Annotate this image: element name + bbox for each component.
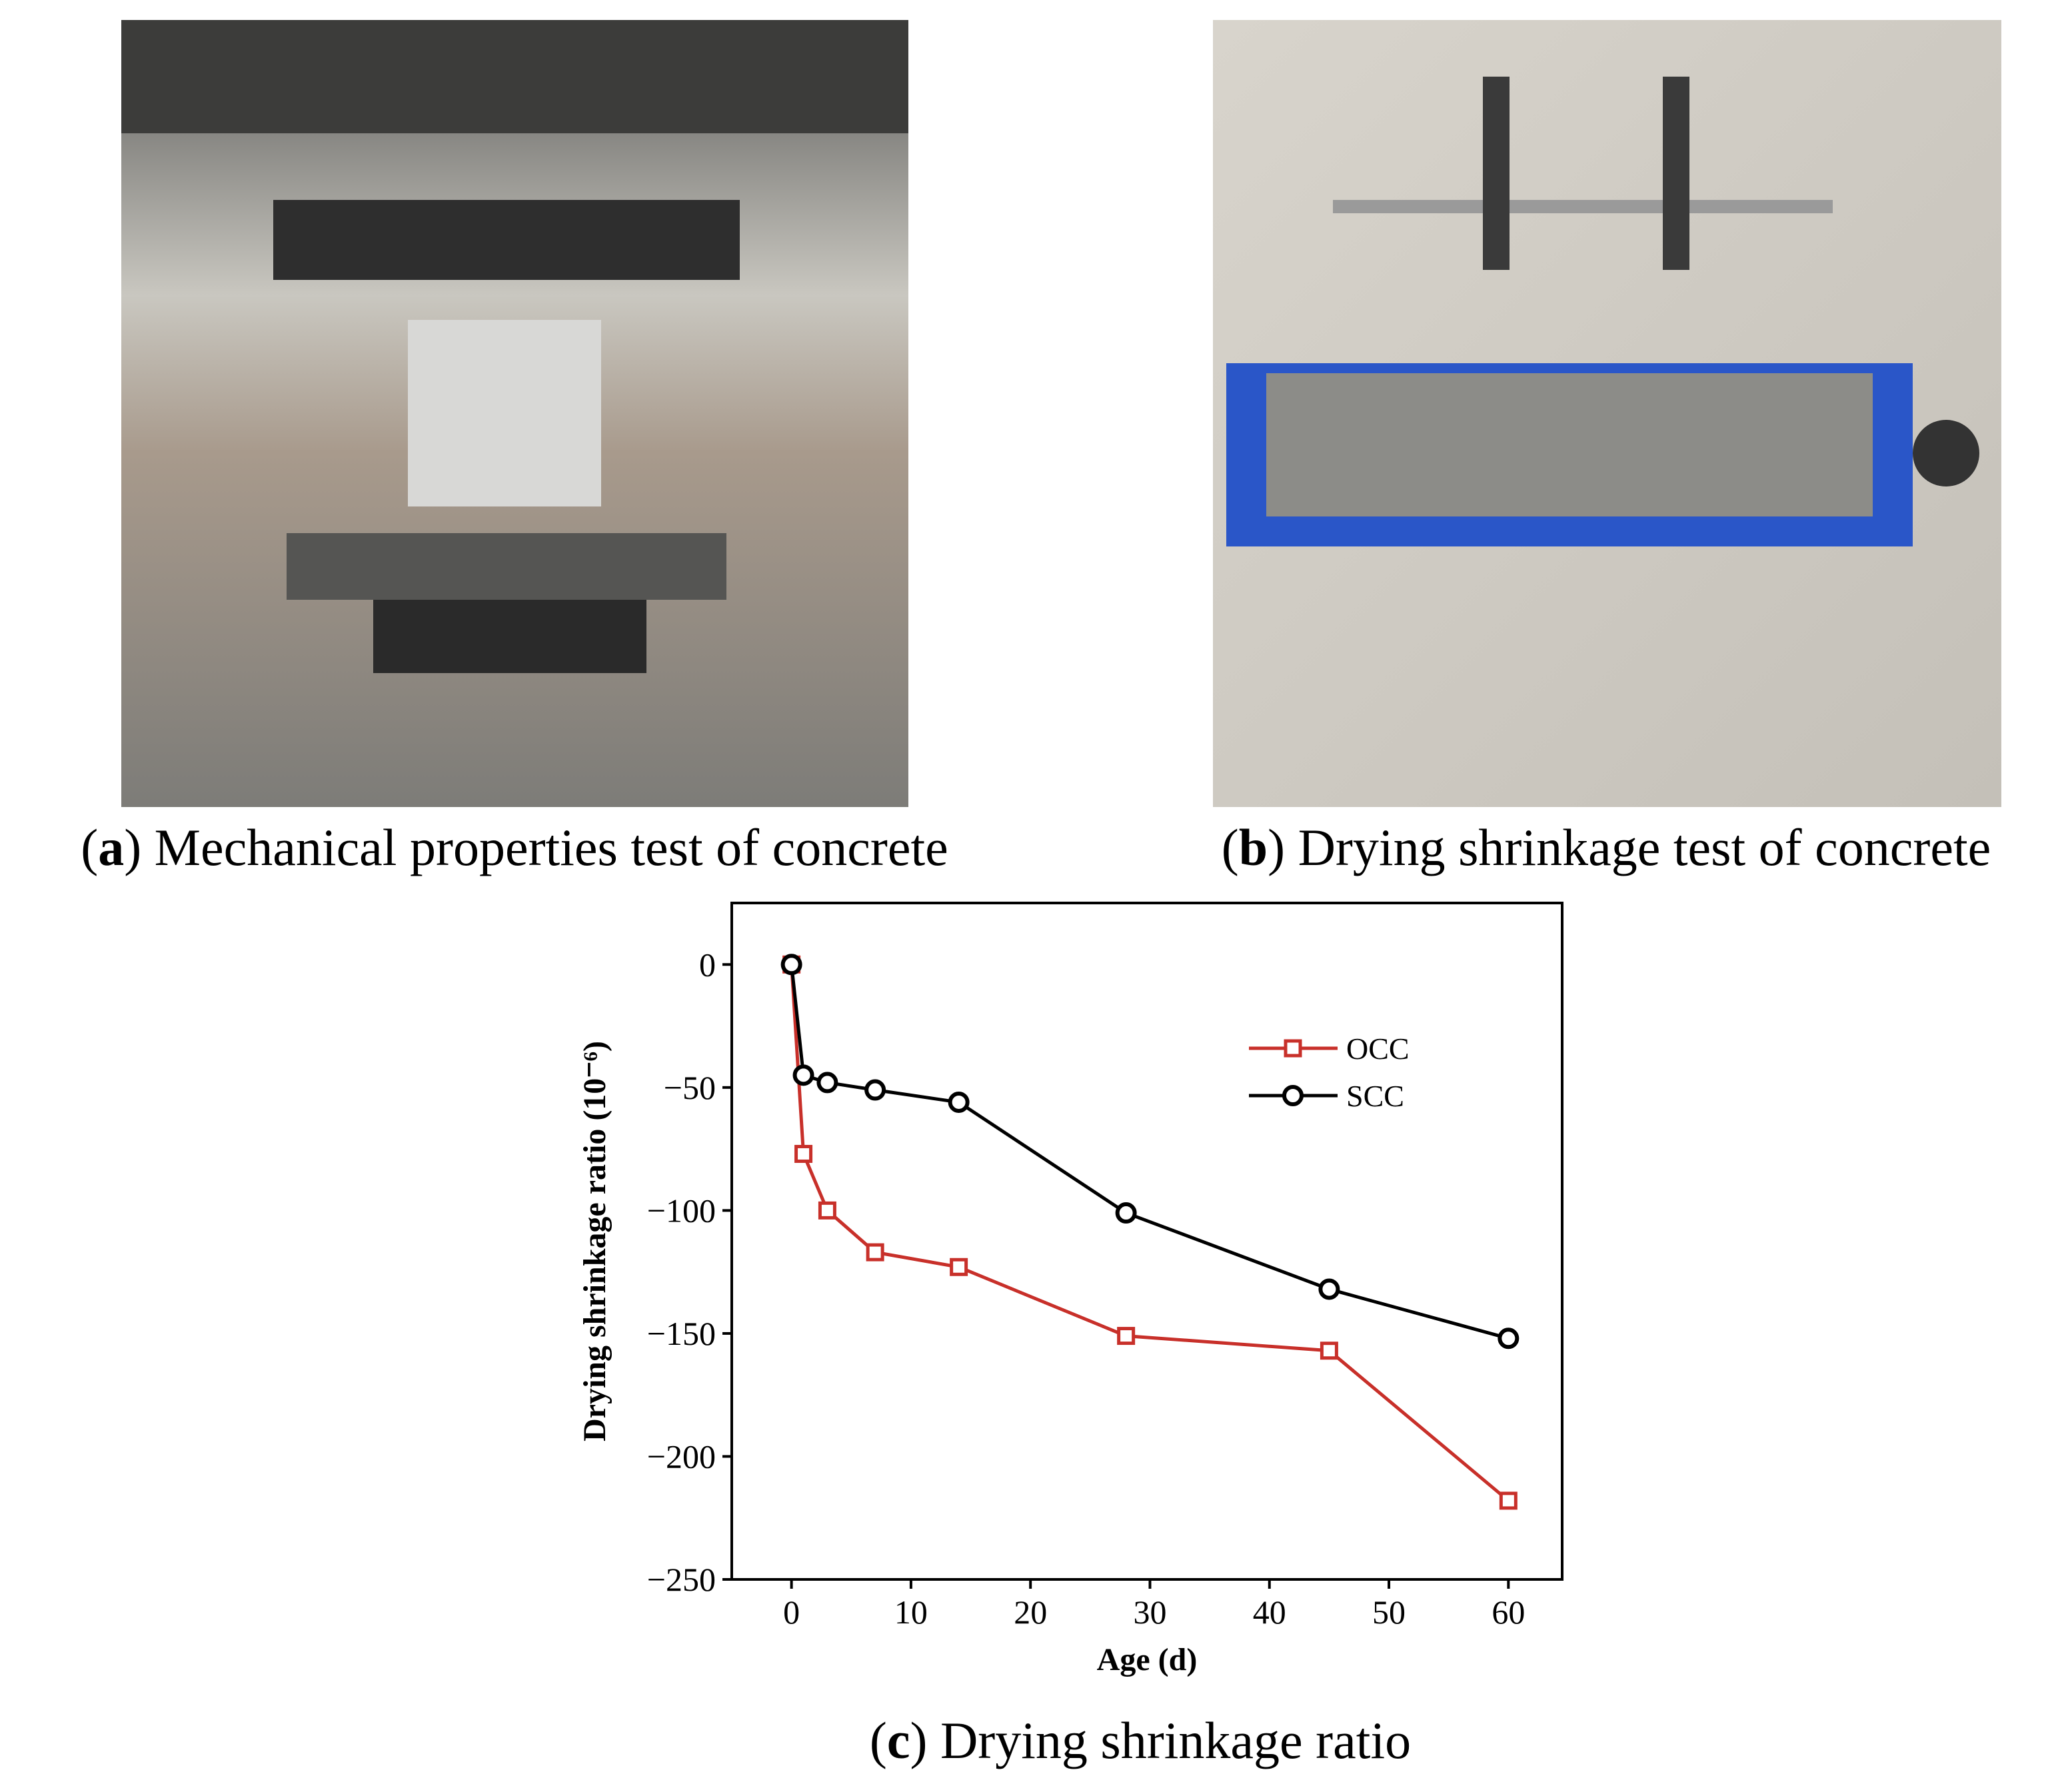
series-line [790,964,1510,1502]
marker [1320,1342,1338,1360]
caption: (a) Mechanical properties test of concre… [81,818,948,876]
series-line [790,964,1509,1340]
y-tick-label: −150 [647,1315,716,1352]
marker [1117,1327,1136,1345]
axes-frame [730,902,1563,1581]
y-tick-label: −200 [647,1437,716,1475]
marker [950,1258,968,1276]
caption-letter: a [98,818,124,876]
marker [780,954,802,976]
caption-text: ) Mechanical properties test of concrete [124,818,948,876]
legend-label: SCC [1346,1079,1404,1113]
caption: (c) Drying shrinkage ratio [870,1711,1411,1769]
x-tick-label: 40 [1253,1593,1286,1631]
legend-marker [1282,1085,1304,1106]
x-tick-label: 30 [1133,1593,1166,1631]
x-axis-label: Age (d) [1097,1642,1198,1677]
caption-text: ) Drying shrinkage test of concrete [1268,818,1991,876]
x-tick-label: 0 [783,1593,800,1631]
x-tick-label: 10 [894,1593,928,1631]
legend-label: OCC [1346,1032,1410,1066]
x-tick-label: 20 [1014,1593,1047,1631]
y-tick-label: −250 [647,1561,716,1598]
caption-text: ) Drying shrinkage ratio [910,1711,1411,1769]
caption-open: ( [870,1711,887,1769]
caption-letter: b [1239,818,1268,876]
photo-a [121,20,908,807]
marker [792,1064,814,1086]
y-axis-label: Drying shrinkage ratio (10⁻⁶) [577,1041,612,1441]
marker [866,1243,884,1262]
marker [1318,1278,1340,1300]
y-tick-label: 0 [699,946,716,983]
caption-open: ( [1222,818,1239,876]
marker [864,1079,886,1101]
x-tick-label: 60 [1492,1593,1525,1631]
marker [948,1091,970,1113]
caption-letter: c [887,1711,910,1769]
x-tick-label: 50 [1372,1593,1406,1631]
legend-marker [1284,1039,1302,1058]
marker [1498,1328,1520,1349]
y-tick-label: −50 [664,1069,716,1106]
marker [816,1072,838,1094]
photo-b [1213,20,2001,807]
marker [1499,1491,1518,1510]
y-tick-label: −100 [647,1192,716,1229]
marker [818,1201,836,1220]
marker [1115,1202,1137,1224]
caption: (b) Drying shrinkage test of concrete [1222,818,1991,876]
caption-open: ( [81,818,98,876]
marker [794,1144,813,1163]
